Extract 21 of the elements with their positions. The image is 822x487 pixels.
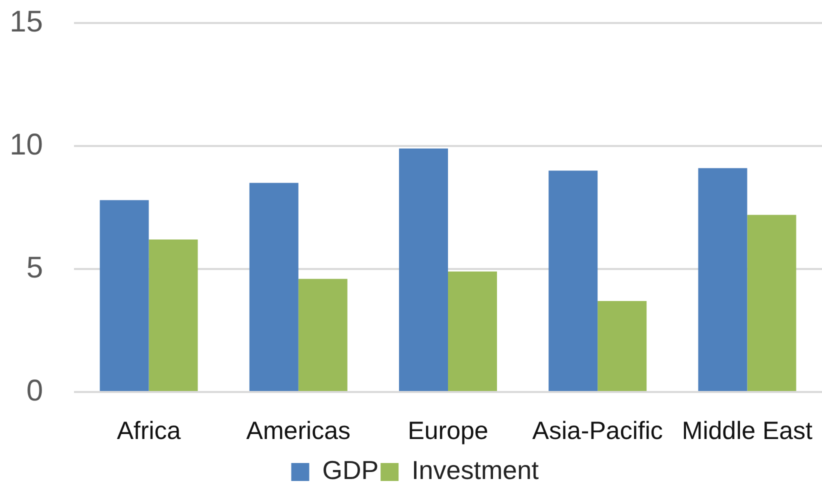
bar: [399, 148, 448, 391]
x-tick-label: Asia-Pacific: [532, 416, 663, 445]
bar: [298, 278, 348, 391]
x-tick-label: Europe: [408, 416, 488, 445]
x-tick-label: Americas: [246, 416, 350, 445]
bar: [100, 200, 149, 391]
bar: [548, 170, 598, 391]
legend-label: GDP: [322, 455, 379, 486]
bar: [747, 214, 796, 391]
x-tick-label: Middle East: [682, 416, 813, 445]
bar: [698, 168, 748, 391]
bar: [148, 239, 198, 391]
x-tick-label: Africa: [116, 416, 181, 445]
y-tick-label: 15: [10, 5, 43, 38]
legend-label: Investment: [412, 455, 540, 486]
bar: [448, 271, 497, 391]
bar: [598, 300, 647, 391]
y-tick-label: 0: [26, 374, 43, 408]
y-tick-label: 5: [26, 251, 43, 284]
bar: [249, 182, 298, 391]
y-tick-label: 10: [10, 128, 43, 162]
